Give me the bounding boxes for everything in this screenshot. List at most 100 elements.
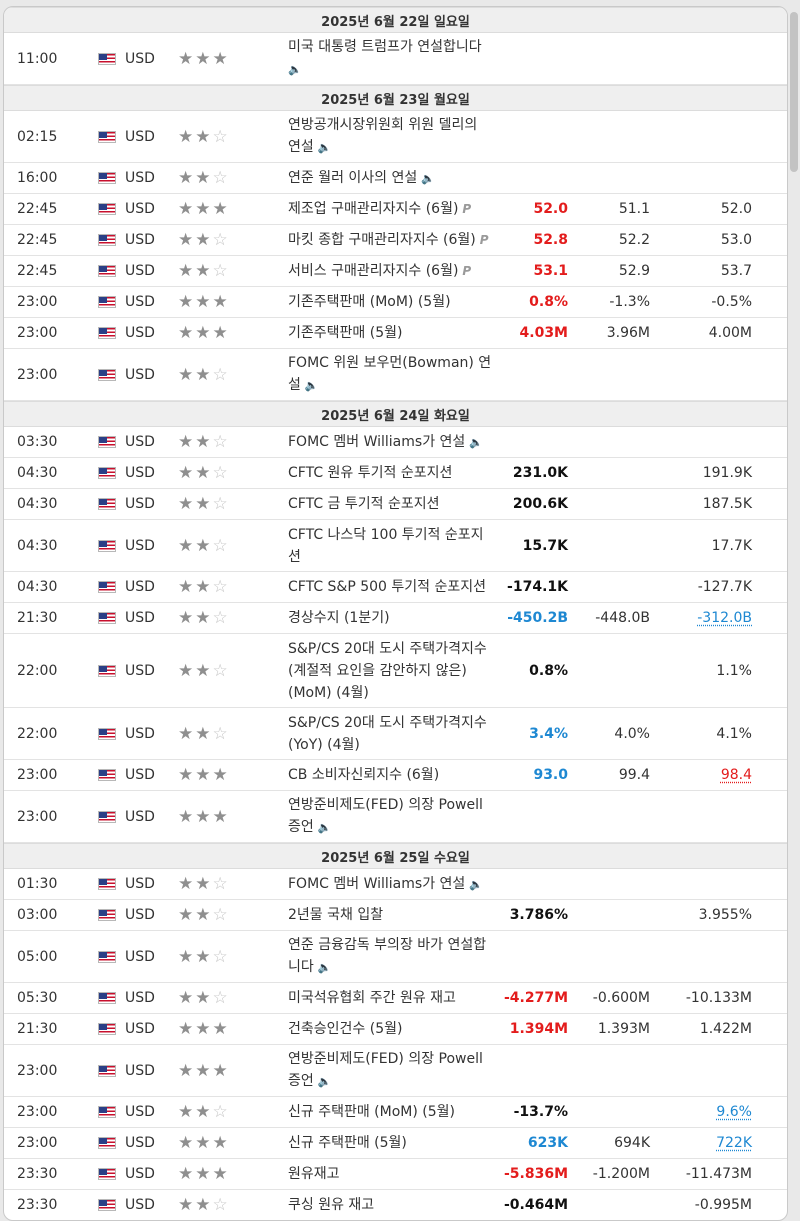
event-name-line-text[interactable]: 원유재고: [288, 1166, 340, 1182]
event-name-line[interactable]: 마킷 종합 구매관리자지수 (6월) P: [288, 229, 489, 251]
event-row[interactable]: 03:30 USD ★ ★ ☆ FOMC 멤버 Williams가 연설 🔈: [4, 427, 787, 458]
event-row[interactable]: 04:30 USD ★ ★ ☆ CFTC S&P 500 투기적 순포지션 -174.1K -…: [4, 572, 787, 603]
event-name[interactable]: CFTC 원유 투기적 순포지션: [288, 458, 503, 488]
event-name-line[interactable]: FOMC 멤버 Williams가 연설 🔈: [288, 873, 483, 896]
event-row[interactable]: 23:00 USD ★ ★ ☆ FOMC 위원 보우먼(Bowman) 연 설 🔈: [4, 349, 787, 401]
event-row[interactable]: 23:00 USD ★ ★ ★ 기존주택판매 (MoM) (5월) 0.8% -1.3% -0.…: [4, 287, 787, 318]
event-name-line[interactable]: 신규 주택판매 (5월): [288, 1132, 407, 1154]
event-row[interactable]: 22:00 USD ★ ★ ☆ S&P/CS 20대 도시 주택가격지수 (YoY) (4월…: [4, 708, 787, 760]
event-name-line[interactable]: 증언 🔈: [288, 1070, 483, 1093]
event-name-line-text[interactable]: CFTC S&P 500 투기적 순포지션: [288, 579, 487, 595]
event-name-text[interactable]: CB 소비자신뢰지수 (6월): [288, 764, 439, 786]
event-name-text[interactable]: 연방준비제도(FED) 의장 Powell 증언 🔈: [288, 794, 483, 839]
event-name-line-text[interactable]: 신규 주택판매 (MoM) (5월): [288, 1104, 455, 1120]
event-name-line-text[interactable]: 연방공개시장위원회 위원 델리의: [288, 117, 478, 133]
event-name[interactable]: 미국석유협회 주간 원유 재고: [288, 983, 503, 1013]
event-name-line[interactable]: FOMC 위원 보우먼(Bowman) 연: [288, 352, 491, 374]
event-row[interactable]: 22:45 USD ★ ★ ☆ 서비스 구매관리자지수 (6월) P 53.1 52.9 53.7: [4, 256, 787, 287]
event-name-line[interactable]: 니다 🔈: [288, 956, 486, 979]
event-name-line[interactable]: 경상수지 (1분기): [288, 607, 390, 629]
event-name-line[interactable]: 션: [288, 546, 484, 568]
event-name-line[interactable]: 연방준비제도(FED) 의장 Powell: [288, 794, 483, 816]
event-row[interactable]: 23:00 USD ★ ★ ★ 기존주택판매 (5월) 4.03M 3.96M 4.00M: [4, 318, 787, 349]
event-name-text[interactable]: CFTC 원유 투기적 순포지션: [288, 462, 452, 484]
event-name[interactable]: 연방준비제도(FED) 의장 Powell 증언 🔈: [288, 791, 503, 842]
event-name-line[interactable]: 서비스 구매관리자지수 (6월) P: [288, 260, 471, 282]
event-name-text[interactable]: 신규 주택판매 (MoM) (5월): [288, 1101, 455, 1123]
event-name-line-text[interactable]: 증언: [288, 1073, 314, 1089]
event-name-text[interactable]: 서비스 구매관리자지수 (6월) P: [288, 260, 471, 282]
event-name-text[interactable]: 경상수지 (1분기): [288, 607, 390, 629]
event-name-line-text[interactable]: S&P/CS 20대 도시 주택가격지수: [288, 714, 487, 731]
event-name-line[interactable]: S&P/CS 20대 도시 주택가격지수: [288, 712, 487, 734]
event-name[interactable]: CB 소비자신뢰지수 (6월): [288, 760, 503, 790]
event-row[interactable]: 04:30 USD ★ ★ ☆ CFTC 원유 투기적 순포지션 231.0K 191.9K: [4, 458, 787, 489]
event-name-line-text[interactable]: FOMC 위원 보우먼(Bowman) 연: [288, 355, 492, 371]
previous-value[interactable]: -312.0B: [664, 603, 752, 633]
event-name-text[interactable]: 연방준비제도(FED) 의장 Powell 증언 🔈: [288, 1048, 483, 1093]
event-name-line-text[interactable]: 건축승인건수 (5월): [288, 1021, 403, 1037]
event-name-line[interactable]: 연준 월러 이사의 연설 🔈: [288, 167, 435, 190]
event-name-line-text[interactable]: 제조업 구매관리자지수 (6월): [288, 201, 459, 217]
event-name-line-text[interactable]: 기존주택판매 (MoM) (5월): [288, 294, 451, 310]
event-name-line-text[interactable]: CFTC 금 투기적 순포지션: [288, 496, 440, 512]
event-name-line[interactable]: 연설 🔈: [288, 136, 477, 159]
event-name[interactable]: 기존주택판매 (MoM) (5월): [288, 287, 503, 317]
event-name-line[interactable]: 기존주택판매 (MoM) (5월): [288, 291, 451, 313]
event-name-line-text[interactable]: CFTC 나스닥 100 투기적 순포지: [288, 526, 484, 543]
event-name-line-text[interactable]: 연준 금융감독 부의장 바가 연설합: [288, 937, 487, 953]
event-name-line[interactable]: CFTC 금 투기적 순포지션: [288, 493, 439, 515]
scrollbar-thumb[interactable]: [790, 12, 798, 172]
event-name-line[interactable]: 설 🔈: [288, 374, 491, 397]
event-row[interactable]: 22:45 USD ★ ★ ☆ 마킷 종합 구매관리자지수 (6월) P 52.8 52.2 53…: [4, 225, 787, 256]
event-row[interactable]: 23:00 USD ★ ★ ★ 연방준비제도(FED) 의장 Powell 증언 🔈: [4, 791, 787, 843]
previous-value[interactable]: 722K: [664, 1128, 752, 1158]
event-name-text[interactable]: 미국 대통령 트럼프가 연설합니다 🔈: [288, 36, 482, 81]
event-row[interactable]: 23:30 USD ★ ★ ☆ 쿠싱 원유 재고 -0.464M -0.995M: [4, 1190, 787, 1220]
event-row[interactable]: 05:30 USD ★ ★ ☆ 미국석유협회 주간 원유 재고 -4.277M -0.600M…: [4, 983, 787, 1014]
event-name[interactable]: 경상수지 (1분기): [288, 603, 503, 633]
event-name[interactable]: 연준 월러 이사의 연설 🔈: [288, 163, 503, 193]
event-name-line[interactable]: 연방공개시장위원회 위원 델리의: [288, 114, 477, 136]
event-name-line-text[interactable]: 증언: [288, 819, 314, 835]
previous-value-text[interactable]: 98.4: [720, 767, 752, 783]
event-name[interactable]: 제조업 구매관리자지수 (6월) P: [288, 194, 503, 224]
event-name-line[interactable]: CFTC 나스닥 100 투기적 순포지: [288, 524, 484, 546]
event-name-line-text[interactable]: FOMC 멤버 Williams가 연설: [288, 433, 466, 450]
event-name-line-text[interactable]: 경상수지 (1분기): [288, 610, 390, 626]
event-name[interactable]: 신규 주택판매 (5월): [288, 1128, 503, 1158]
event-row[interactable]: 16:00 USD ★ ★ ☆ 연준 월러 이사의 연설 🔈: [4, 163, 787, 194]
event-row[interactable]: 23:00 USD ★ ★ ★ CB 소비자신뢰지수 (6월) 93.0 99.4 98.4: [4, 760, 787, 791]
event-name-text[interactable]: 2년물 국채 입찰: [288, 904, 383, 926]
event-name[interactable]: 원유재고: [288, 1159, 503, 1189]
event-name-text[interactable]: 원유재고: [288, 1163, 340, 1185]
event-name[interactable]: 연방준비제도(FED) 의장 Powell 증언 🔈: [288, 1045, 503, 1096]
event-name-line[interactable]: FOMC 멤버 Williams가 연설 🔈: [288, 431, 483, 454]
event-row[interactable]: 04:30 USD ★ ★ ☆ CFTC 나스닥 100 투기적 순포지 션 15.7K 17.…: [4, 520, 787, 572]
event-row[interactable]: 21:30 USD ★ ★ ☆ 경상수지 (1분기) -450.2B -448.0B -312.…: [4, 603, 787, 634]
event-row[interactable]: 02:15 USD ★ ★ ☆ 연방공개시장위원회 위원 델리의 연설 🔈: [4, 111, 787, 163]
event-name-line[interactable]: 증언 🔈: [288, 816, 483, 839]
event-name[interactable]: 기존주택판매 (5월): [288, 318, 503, 348]
event-name-text[interactable]: S&P/CS 20대 도시 주택가격지수 (계절적 요인을 감안하지 않은) (Mo…: [288, 638, 487, 704]
event-name-line[interactable]: 쿠싱 원유 재고: [288, 1194, 374, 1216]
event-name[interactable]: CFTC S&P 500 투기적 순포지션: [288, 572, 503, 602]
event-row[interactable]: 11:00 USD ★ ★ ★ 미국 대통령 트럼프가 연설합니다 🔈: [4, 33, 787, 85]
event-name-text[interactable]: 건축승인건수 (5월): [288, 1018, 402, 1040]
event-name-line[interactable]: 기존주택판매 (5월): [288, 322, 402, 344]
event-name-line-text[interactable]: S&P/CS 20대 도시 주택가격지수: [288, 640, 487, 657]
event-name-text[interactable]: CFTC S&P 500 투기적 순포지션: [288, 576, 486, 598]
event-name[interactable]: 2년물 국채 입찰: [288, 900, 503, 930]
event-name-line-text[interactable]: 연방준비제도(FED) 의장 Powell: [288, 797, 483, 813]
event-name-line-text[interactable]: 기존주택판매 (5월): [288, 325, 403, 341]
event-name-line[interactable]: S&P/CS 20대 도시 주택가격지수: [288, 638, 487, 660]
event-name[interactable]: FOMC 멤버 Williams가 연설 🔈: [288, 427, 503, 457]
previous-value-text[interactable]: -312.0B: [697, 610, 752, 626]
event-name-line-text[interactable]: 연방준비제도(FED) 의장 Powell: [288, 1051, 483, 1067]
event-name-line[interactable]: (MoM) (4월): [288, 682, 487, 704]
